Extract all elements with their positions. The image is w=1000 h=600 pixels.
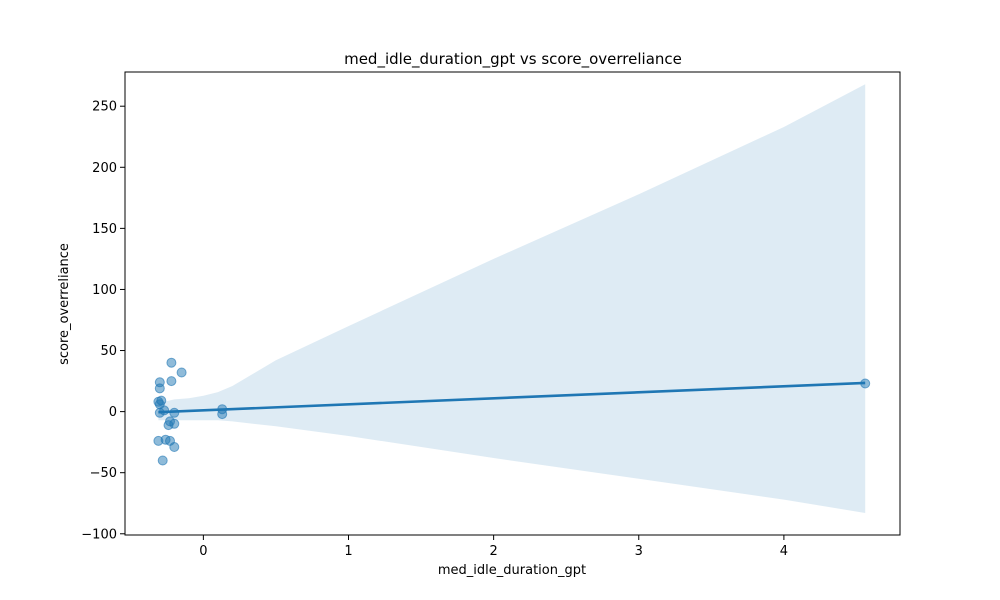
scatter-point: [159, 405, 170, 416]
y-axis-label: score_overreliance: [57, 243, 72, 365]
y-tick-label: −100: [81, 527, 117, 542]
scatter-point: [169, 418, 180, 429]
scatter-point: [166, 357, 177, 368]
scatter-point: [157, 455, 168, 466]
y-tick-label: 250: [92, 100, 117, 115]
y-tick-label: 150: [92, 222, 117, 237]
chart-title: med_idle_duration_gpt vs score_overrelia…: [344, 50, 682, 69]
scatter-point: [169, 442, 180, 452]
x-tick-label: 2: [489, 544, 497, 559]
scatter-point: [176, 367, 187, 378]
scatter-point: [156, 395, 167, 406]
y-tick-label: −50: [90, 466, 117, 481]
y-tick-label: 100: [92, 283, 117, 298]
regression-line: [158, 381, 866, 414]
plot-frame: [124, 71, 901, 536]
plot-area: [153, 84, 871, 513]
y-axis: −100 −50 0 50 100 150 200 250: [81, 100, 125, 542]
scatter-point: [154, 383, 165, 394]
x-tick-label: 4: [780, 544, 788, 559]
x-axis: 0 1 2 3 4: [199, 535, 788, 559]
x-tick-label: 1: [344, 544, 352, 559]
x-tick-label: 3: [635, 544, 643, 559]
x-tick-label: 0: [199, 544, 207, 559]
y-tick-label: 200: [92, 161, 117, 176]
confidence-band: [158, 84, 866, 513]
scatter-point: [166, 376, 177, 387]
y-tick-label: 50: [100, 344, 117, 359]
x-axis-label: med_idle_duration_gpt: [438, 563, 586, 578]
y-tick-label: 0: [109, 405, 117, 420]
